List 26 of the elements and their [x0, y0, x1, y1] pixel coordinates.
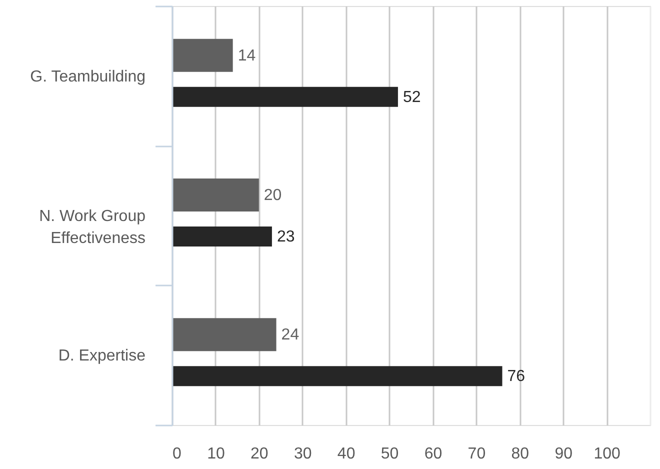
y-tick-label: G. Teambuilding: [30, 68, 146, 86]
bar: [172, 226, 272, 246]
x-tick-label: 50: [380, 446, 399, 462]
x-tick-label: 70: [468, 446, 486, 462]
x-tick-label: 90: [554, 446, 573, 462]
bar: [172, 318, 276, 352]
x-tick-label: 40: [337, 446, 356, 462]
bar: [172, 366, 502, 386]
data-label: 23: [276, 228, 295, 246]
y-tick-label: N. Work Group Effectiveness: [39, 208, 146, 247]
y-tick-label: D. Expertise: [58, 348, 146, 365]
x-tick-label: 10: [207, 446, 225, 462]
x-tick-label: 80: [511, 446, 530, 462]
x-tick-label: 30: [294, 446, 312, 462]
data-label: 24: [281, 326, 300, 344]
x-tick-label: 100: [594, 446, 620, 462]
data-label: 20: [264, 187, 282, 204]
data-label: 52: [402, 88, 421, 106]
bar: [172, 86, 398, 107]
data-label: 14: [238, 47, 256, 64]
bar: [172, 38, 233, 72]
bar: [172, 178, 259, 212]
x-tick-label: 60: [424, 446, 442, 462]
x-tick-label: 20: [250, 446, 268, 462]
x-tick-label: 0: [172, 446, 182, 462]
data-label: 76: [507, 368, 526, 386]
